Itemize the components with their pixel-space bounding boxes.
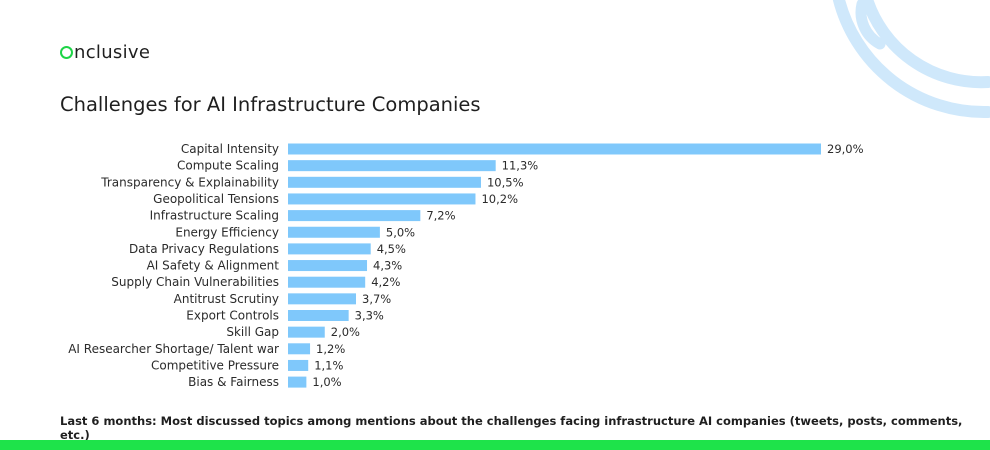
category-label: Bias & Fairness [188,375,279,389]
bar [288,226,380,238]
bar [288,376,307,388]
bar [288,310,349,321]
value-label: 1,1% [314,358,343,372]
bar [288,343,311,355]
category-label: Geopolitical Tensions [153,192,279,206]
bar [288,210,421,222]
category-label: Skill Gap [226,325,279,339]
category-label: Supply Chain Vulnerabilities [111,275,279,289]
decor-arc-outer [832,0,990,119]
value-label: 4,5% [377,242,406,256]
value-label: 3,3% [355,309,384,323]
value-label: 10,5% [487,175,524,189]
category-label: Export Controls [186,309,279,323]
chart-footnote: Last 6 months: Most discussed topics amo… [60,414,963,442]
bar [288,193,476,205]
bottom-accent-bar [0,440,990,450]
category-label: Capital Intensity [181,142,279,156]
category-label: Antitrust Scrutiny [174,292,279,306]
bar [288,293,357,305]
bar [288,260,368,272]
value-label: 2,0% [331,325,360,339]
bar [288,243,371,255]
bar [288,359,309,371]
decor-arc-small [855,0,886,50]
value-label: 3,7% [362,292,391,306]
category-label: Energy Efficiency [175,225,279,239]
chart-title: Challenges for AI Infrastructure Compani… [60,93,481,116]
brand-name: nclusive [74,42,151,63]
category-label: AI Safety & Alignment [147,259,280,273]
value-label: 7,2% [426,209,455,223]
value-label: 1,0% [312,375,341,389]
decor-arc-inner [861,0,990,89]
category-label: Compute Scaling [177,159,279,173]
bar [288,326,325,338]
brand-logo: nclusive [60,42,150,63]
category-label: Data Privacy Regulations [129,242,279,256]
value-label: 4,2% [371,275,400,289]
value-label: 29,0% [827,142,864,156]
bar [288,176,481,188]
category-label: Transparency & Explainability [100,175,279,189]
value-label: 4,3% [373,259,402,273]
value-label: 11,3% [502,159,539,173]
category-label: Competitive Pressure [151,358,279,372]
category-label: Infrastructure Scaling [150,209,279,223]
bar [288,160,496,172]
value-label: 1,2% [316,342,345,356]
logo-ring-icon [60,46,73,59]
bar [288,143,821,155]
bar [288,276,366,288]
value-label: 5,0% [386,225,415,239]
category-label: AI Researcher Shortage/ Talent war [68,342,279,356]
value-label: 10,2% [481,192,518,206]
